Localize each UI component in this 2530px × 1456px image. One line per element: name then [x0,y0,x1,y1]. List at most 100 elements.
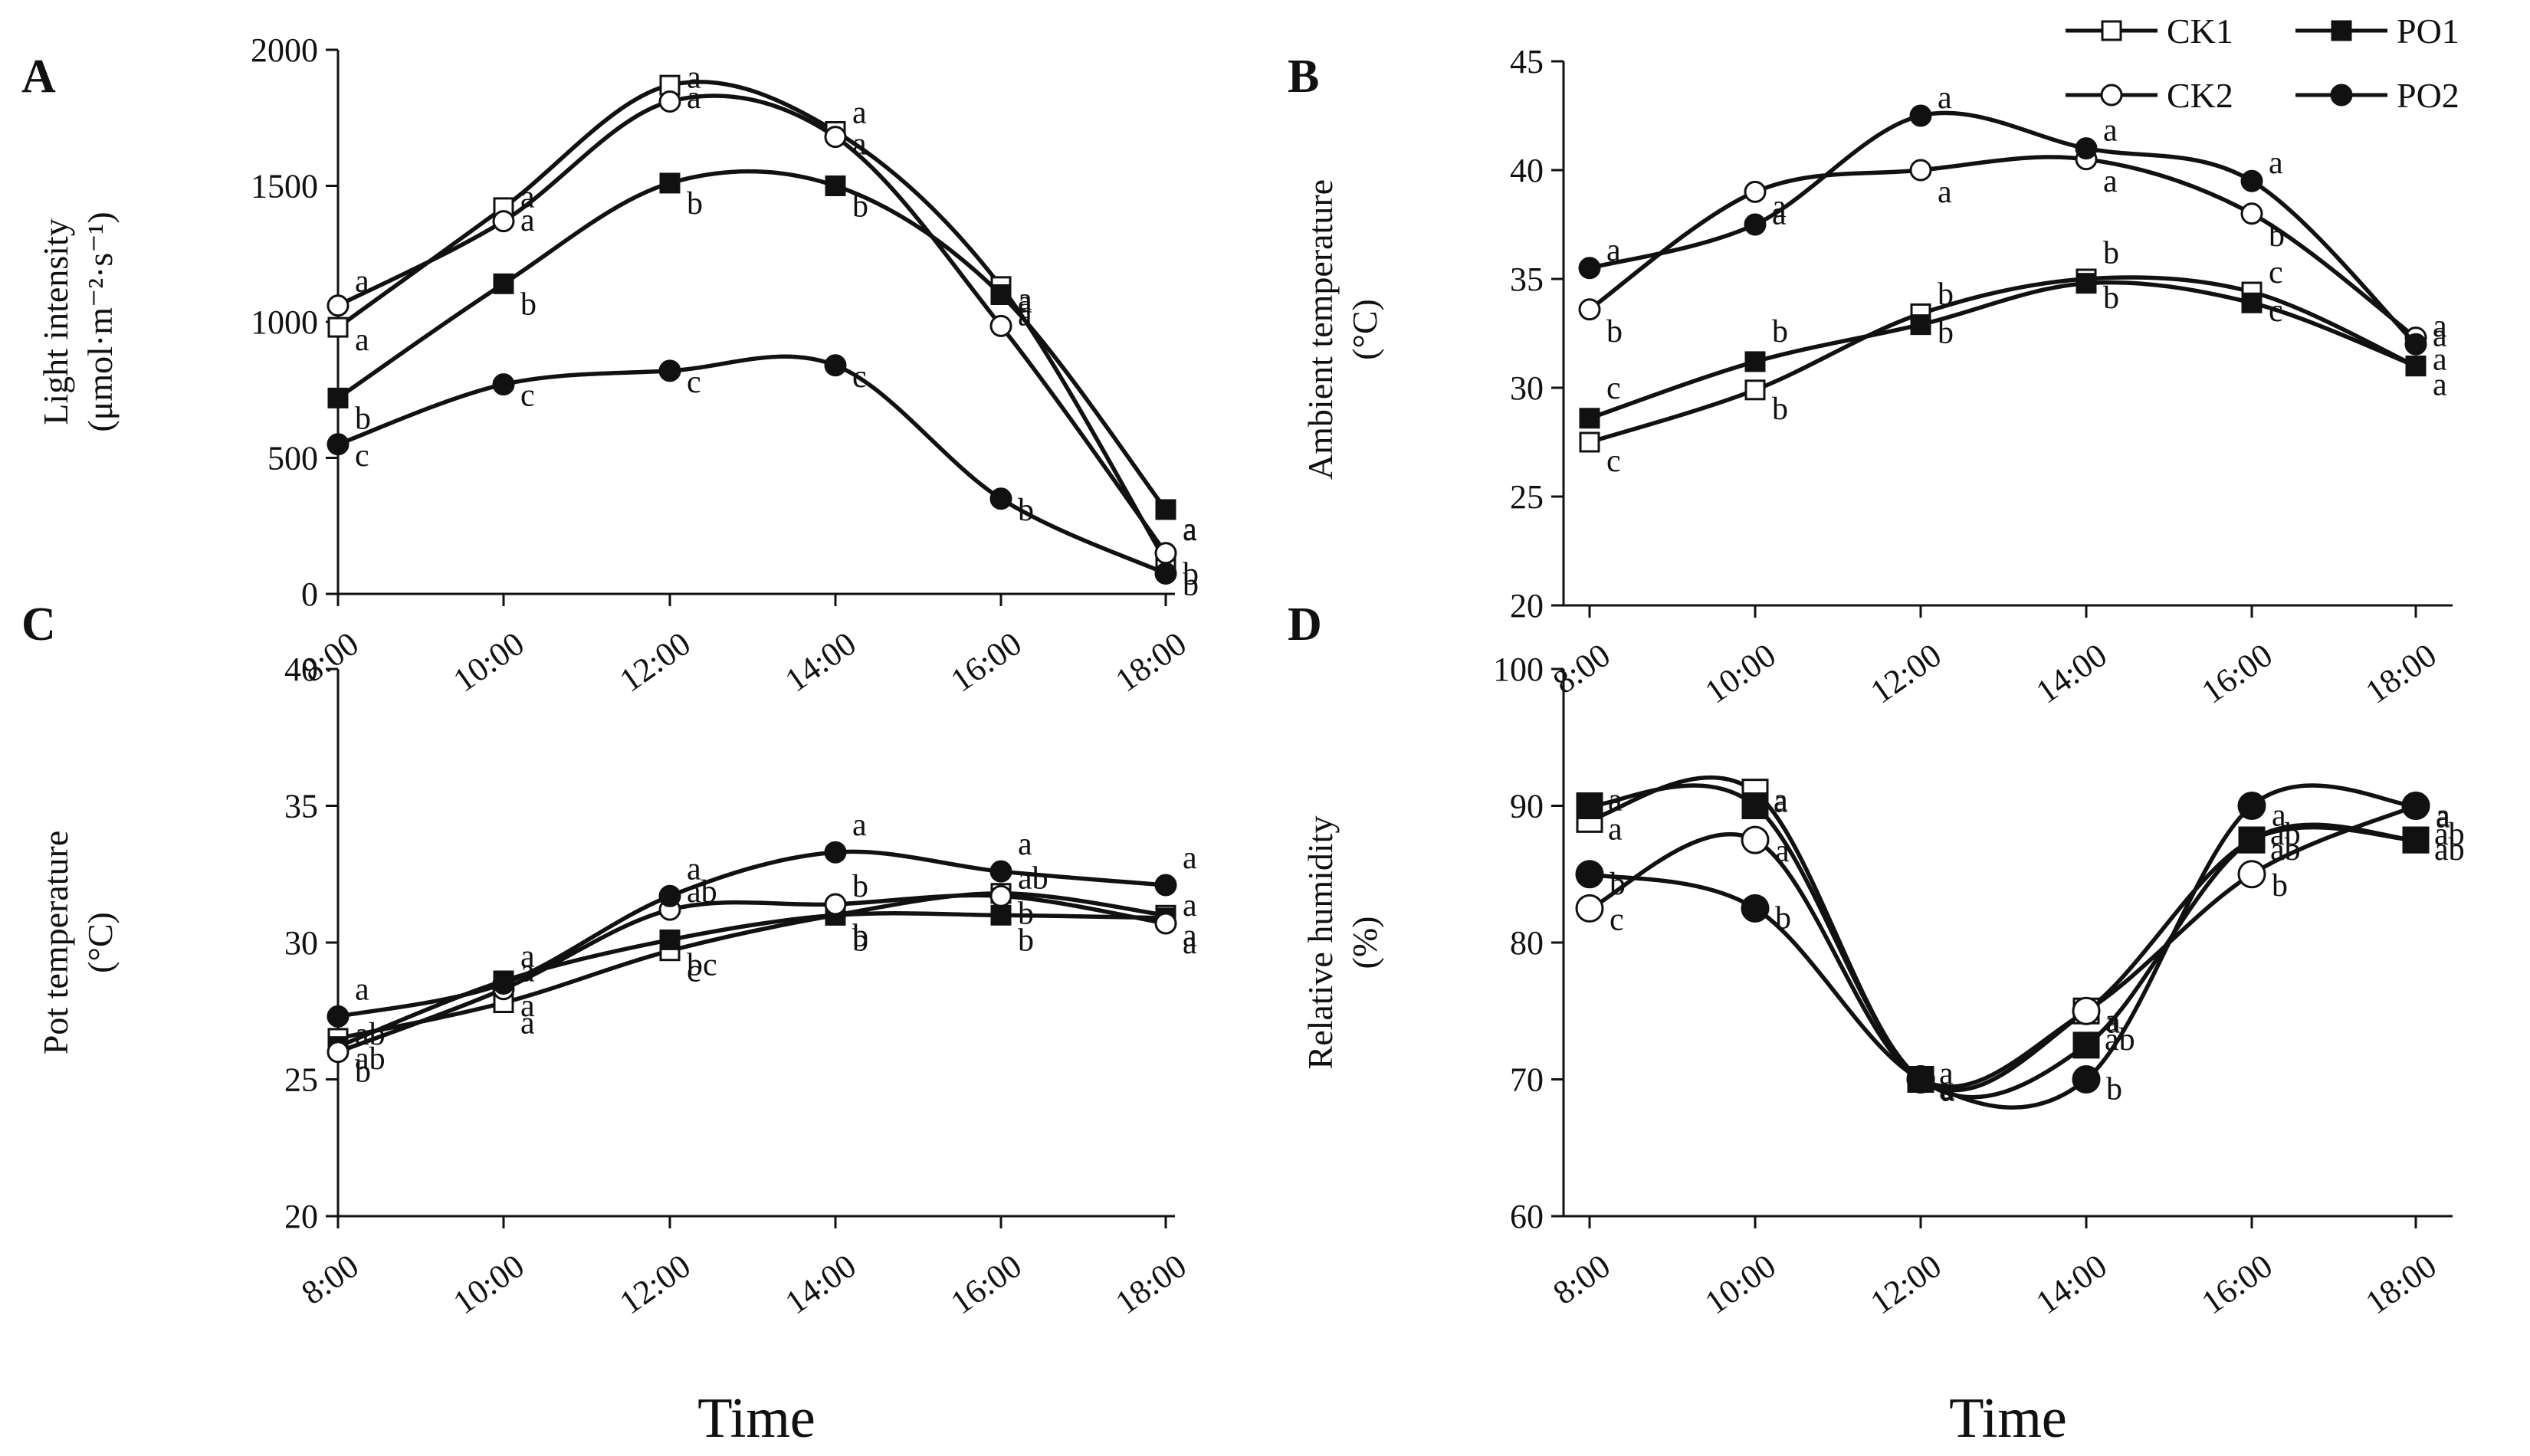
significance-letter: a [1608,812,1623,847]
x-tick-label: 12:00 [1864,1247,1948,1322]
significance-letter: a [687,851,701,887]
significance-letter: b [852,918,868,953]
series-line-ck2 [1588,155,2417,339]
marker-ck2 [1909,159,1932,182]
significance-letter: a [2272,799,2286,834]
marker-ck2 [989,314,1012,337]
x-tick-label: 8:00 [1547,1247,1617,1312]
y-tick-label: 35 [284,788,318,825]
marker-po2 [1909,104,1932,127]
significance-letter: b [2103,280,2119,316]
marker-po2 [327,433,349,456]
marker-po1 [659,172,681,194]
x-axis-title: Time [697,1387,815,1450]
x-tick-label: 14:00 [779,1247,863,1322]
marker-ck2 [1154,542,1177,565]
significance-letter: ab [355,1041,386,1077]
series-po2: cc c cbb [327,354,1199,602]
marker-po1 [2331,20,2352,41]
significance-letter: b [1018,493,1034,528]
marker-po2 [492,972,515,995]
y-tick-label: 60 [1510,1198,1544,1235]
significance-letter: a [2103,113,2118,149]
series-line-ck1 [1589,275,2417,444]
significance-letter: a [1183,841,1197,876]
marker-po1 [1155,499,1176,520]
significance-letter: a [1183,512,1197,547]
significance-letter: a [520,203,535,238]
marker-ck2 [989,884,1012,907]
y-tick-label: 2000 [251,31,318,69]
marker-po1 [327,387,349,408]
series-line-po2 [337,849,1167,1019]
panel-letter: D [1288,598,1322,651]
marker-po2 [2072,1065,2101,1094]
y-axis-label: Light intensity (μmol·m⁻²·s⁻¹) [36,212,120,431]
y-tick-label: 30 [284,924,318,962]
significance-letter: c [355,438,369,474]
marker-ck2 [1744,180,1767,203]
significance-letter: a [1183,918,1197,953]
significance-letter: b [1772,392,1788,427]
marker-po2 [2330,84,2353,107]
significance-letter: a [1183,926,1197,961]
significance-letter: b [852,869,868,904]
significance-letter: a [520,180,535,215]
panel-letter: C [21,598,56,651]
legend-item-po2: PO2 [2295,76,2459,115]
y-axis-label-line2: (%) [1345,917,1384,969]
significance-letter: a [355,323,369,358]
significance-letter: c [687,954,701,989]
marker-po2 [327,1005,349,1028]
significance-letter: a [355,264,369,300]
marker-po1 [1910,314,1931,336]
y-axis-label-line1: Pot temperature [36,831,75,1055]
marker-po2 [1154,562,1177,585]
marker-po2 [658,884,681,907]
y-tick-label: 20 [1510,587,1544,625]
y-tick-label: 80 [1510,924,1544,962]
marker-po2 [1575,860,1604,889]
y-axis-label: Ambient temperature (°C) [1301,179,1384,480]
significance-letter: a [1018,284,1032,320]
x-tick-label: 10:00 [1698,636,1783,711]
significance-letter: a [1939,1057,1954,1092]
legend-label: PO1 [2397,11,2459,51]
legend-label: PO2 [2397,76,2459,115]
significance-letter: b [2106,1072,2122,1107]
x-tick-label: 12:00 [1864,636,1948,711]
significance-letter: a [687,60,701,95]
significance-letter: b [2272,868,2288,903]
significance-letter: a [2436,800,2450,835]
x-tick-label: 8:00 [295,1247,366,1312]
marker-ck2 [1154,912,1177,935]
y-tick-label: 40 [1510,152,1544,189]
significance-letter: ab [2434,832,2465,867]
x-tick-label: 18:00 [2359,1247,2443,1322]
marker-po2 [2401,792,2430,820]
marker-ck2 [824,893,847,916]
legend-item-ck2: CK2 [2066,76,2233,115]
marker-ck1 [2101,20,2122,41]
significance-letter: b [1183,567,1199,602]
marker-po1 [659,929,681,950]
panel-d: D 60 70 80 90 100 8:00 10:00 12:00 14:00 16:00 18:0… [1288,598,2465,1450]
marker-po2 [1154,874,1177,897]
panel-a: A 0 500 1000 1500 2000 8:00 10:00 12:00 14:00 16:0… [21,31,1199,1450]
y-axis-label-line2: (°C) [1345,299,1384,360]
significance-letter: a [1774,785,1788,820]
significance-letter: a [1775,834,1790,869]
marker-po2 [989,487,1012,510]
series-line-ck1 [336,80,1168,562]
significance-letter: b [852,189,868,225]
series-line-po1 [336,169,1168,511]
significance-letter: a [1018,298,1032,333]
y-axis-label-line1: Ambient temperature [1301,179,1340,480]
x-tick-label: 18:00 [1109,1247,1193,1322]
panel-letter: A [21,51,56,103]
x-tick-label: 10:00 [447,1247,531,1322]
marker-po2 [1906,1065,1935,1094]
x-tick-label: 10:00 [1698,1247,1783,1322]
